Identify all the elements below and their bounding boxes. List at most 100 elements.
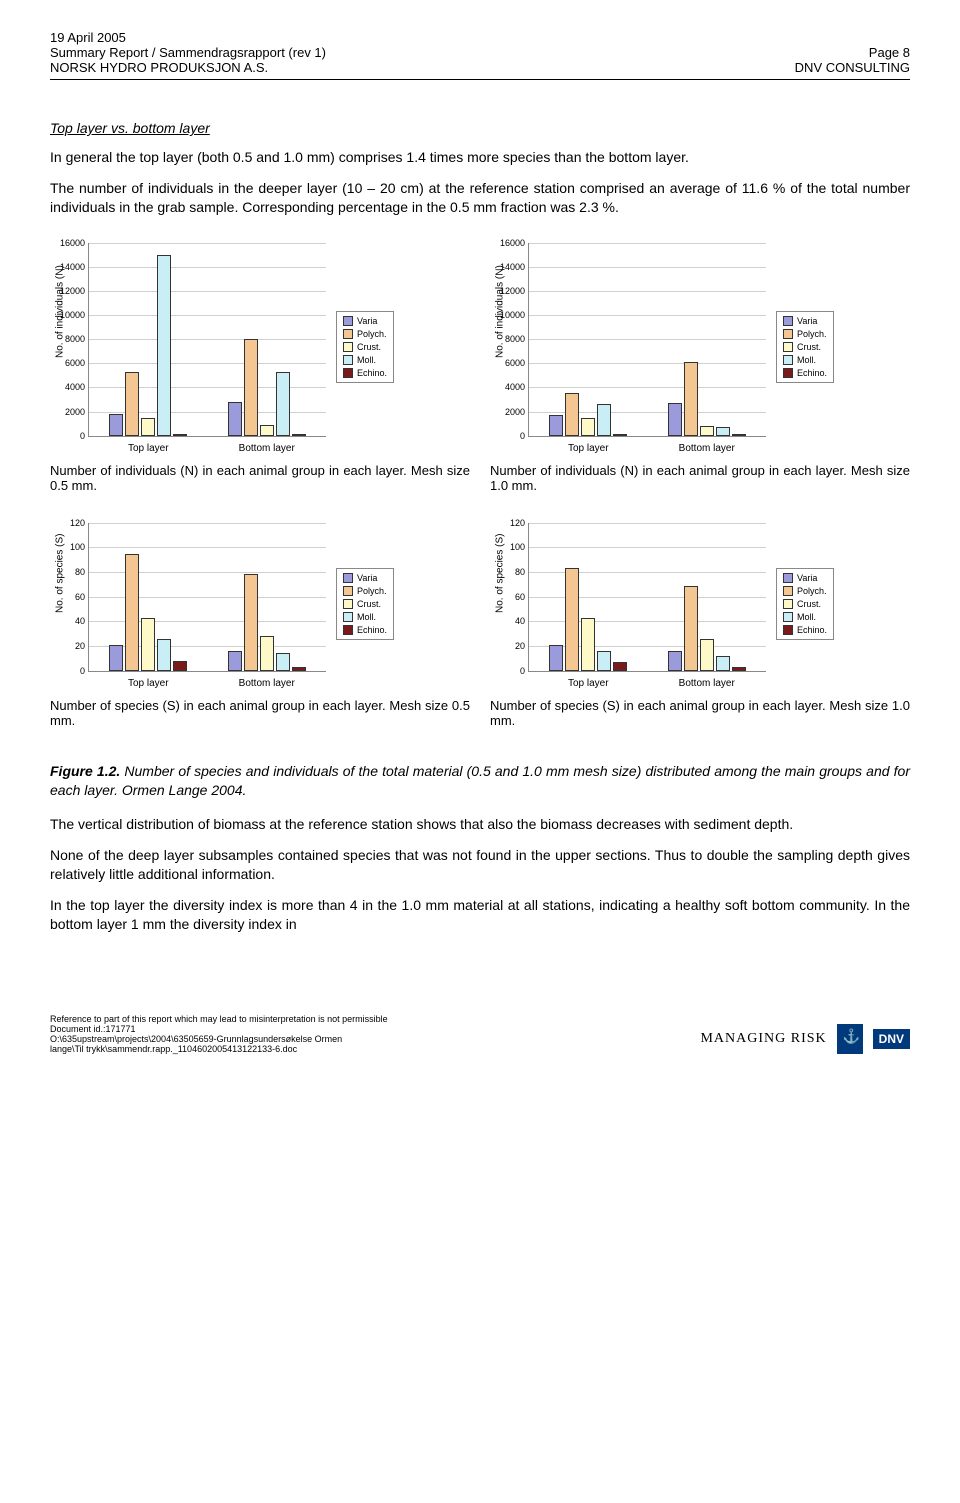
chart-3-caption: Number of species (S) in each animal gro… — [50, 698, 470, 728]
footer-l4: lange\Til trykk\sammendr.rapp._110460200… — [50, 1044, 388, 1054]
y-tick: 0 — [51, 431, 85, 441]
bar — [597, 651, 611, 671]
y-tick: 40 — [491, 616, 525, 626]
bar — [244, 339, 258, 436]
managing-risk-text: MANAGING RISK — [700, 1031, 826, 1047]
x-axis-label: Bottom layer — [648, 443, 767, 454]
bar-group — [648, 523, 767, 671]
y-tick: 16000 — [51, 238, 85, 248]
legend-label: Moll. — [357, 612, 376, 622]
legend-swatch — [343, 625, 353, 635]
legend-item: Varia — [783, 573, 827, 583]
legend-label: Crust. — [357, 599, 381, 609]
bar — [613, 662, 627, 671]
legend-swatch — [783, 625, 793, 635]
legend-item: Moll. — [343, 355, 387, 365]
legend-swatch — [343, 573, 353, 583]
chart-4-legend: VariaPolych.Crust.Moll.Echino. — [776, 568, 834, 640]
bar — [613, 434, 627, 436]
legend-label: Moll. — [357, 355, 376, 365]
paragraph-4: None of the deep layer subsamples contai… — [50, 846, 910, 884]
legend-swatch — [343, 368, 353, 378]
bar — [260, 636, 274, 671]
bar — [125, 372, 139, 436]
footer-l2: Document id.:171771 — [50, 1024, 388, 1034]
y-tick: 120 — [491, 518, 525, 528]
chart-2-caption: Number of individuals (N) in each animal… — [490, 463, 910, 493]
legend-label: Moll. — [797, 612, 816, 622]
y-tick: 0 — [51, 666, 85, 676]
footer-right: MANAGING RISK DNV — [700, 1024, 910, 1054]
dnv-logo: DNV — [873, 1029, 910, 1049]
bar — [684, 586, 698, 671]
legend-item: Varia — [343, 573, 387, 583]
legend-swatch — [783, 342, 793, 352]
bar — [276, 372, 290, 436]
legend-item: Moll. — [783, 612, 827, 622]
chart-3-legend: VariaPolych.Crust.Moll.Echino. — [336, 568, 394, 640]
figure-caption-rest: Number of species and individuals of the… — [50, 763, 910, 798]
legend-label: Polych. — [357, 329, 387, 339]
bar — [292, 667, 306, 671]
bar — [581, 418, 595, 436]
bar-group — [529, 243, 648, 436]
bar — [684, 362, 698, 436]
x-axis-label: Top layer — [529, 443, 648, 454]
legend-swatch — [783, 316, 793, 326]
x-axis-label: Top layer — [89, 443, 208, 454]
y-tick: 120 — [51, 518, 85, 528]
bar — [549, 415, 563, 436]
header-line2-left: Summary Report / Sammendragsrapport (rev… — [50, 45, 326, 60]
bar-group — [648, 243, 767, 436]
bar — [700, 426, 714, 436]
legend-item: Crust. — [783, 342, 827, 352]
legend-swatch — [343, 355, 353, 365]
bar-group — [89, 523, 208, 671]
paragraph-1: In general the top layer (both 0.5 and 1… — [50, 148, 910, 167]
footer-l3: O:\635upstream\projects\2004\63505659-Gr… — [50, 1034, 388, 1044]
chart-3: 020406080100120Top layerBottom layerNo. … — [50, 517, 330, 692]
chart-4: 020406080100120Top layerBottom layerNo. … — [490, 517, 770, 692]
bar — [276, 653, 290, 670]
header-rule — [50, 79, 910, 80]
y-tick: 16000 — [491, 238, 525, 248]
bar — [260, 425, 274, 436]
x-axis-label: Top layer — [529, 678, 648, 689]
chart-cell-1: 0200040006000800010000120001400016000Top… — [50, 237, 470, 507]
bar — [109, 414, 123, 436]
legend-item: Polych. — [783, 586, 827, 596]
section-title: Top layer vs. bottom layer — [50, 120, 910, 136]
legend-swatch — [783, 599, 793, 609]
legend-item: Varia — [343, 316, 387, 326]
legend-swatch — [783, 329, 793, 339]
y-tick: 6000 — [491, 358, 525, 368]
legend-swatch — [343, 316, 353, 326]
legend-item: Polych. — [343, 329, 387, 339]
chart-2: 0200040006000800010000120001400016000Top… — [490, 237, 770, 457]
chart-cell-4: 020406080100120Top layerBottom layerNo. … — [490, 517, 910, 742]
y-axis-label: No. of species (S) — [55, 533, 66, 612]
bar — [141, 618, 155, 671]
legend-swatch — [783, 586, 793, 596]
legend-swatch — [783, 368, 793, 378]
legend-label: Varia — [797, 316, 817, 326]
legend-label: Crust. — [797, 342, 821, 352]
legend-label: Echino. — [357, 625, 387, 635]
header-date: 19 April 2005 — [50, 30, 910, 45]
header-line3-left: NORSK HYDRO PRODUKSJON A.S. — [50, 60, 268, 75]
legend-item: Echino. — [343, 625, 387, 635]
bar-group — [208, 243, 327, 436]
bar — [157, 255, 171, 436]
y-tick: 40 — [51, 616, 85, 626]
legend-label: Moll. — [797, 355, 816, 365]
paragraph-5: In the top layer the diversity index is … — [50, 896, 910, 934]
legend-label: Crust. — [357, 342, 381, 352]
bar — [668, 403, 682, 436]
legend-item: Varia — [783, 316, 827, 326]
footer-left: Reference to part of this report which m… — [50, 1014, 388, 1054]
bar-group — [89, 243, 208, 436]
y-tick: 0 — [491, 431, 525, 441]
bar — [700, 639, 714, 671]
bar — [109, 645, 123, 671]
bar-group — [529, 523, 648, 671]
